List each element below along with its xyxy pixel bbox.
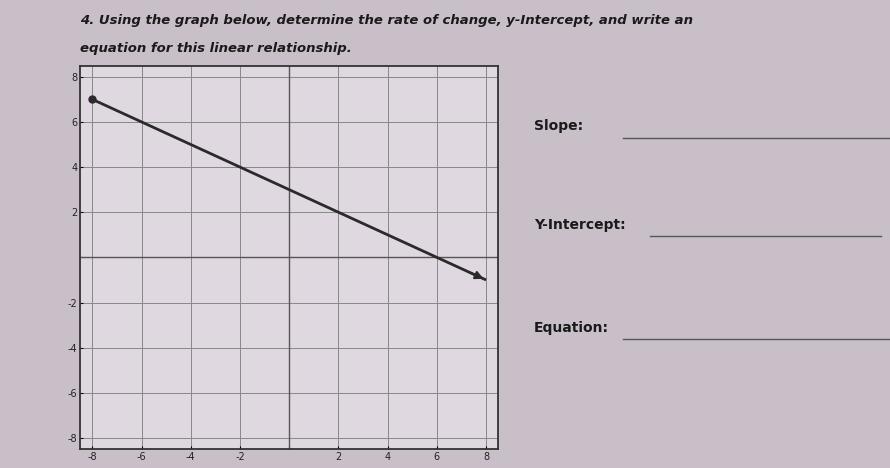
Text: Y-Intercept:: Y-Intercept: — [534, 218, 626, 232]
Text: equation for this linear relationship.: equation for this linear relationship. — [80, 42, 352, 55]
Text: Slope:: Slope: — [534, 119, 583, 133]
Text: Equation:: Equation: — [534, 321, 609, 335]
Text: 4. Using the graph below, determine the rate of change, y-Intercept, and write a: 4. Using the graph below, determine the … — [80, 14, 693, 27]
